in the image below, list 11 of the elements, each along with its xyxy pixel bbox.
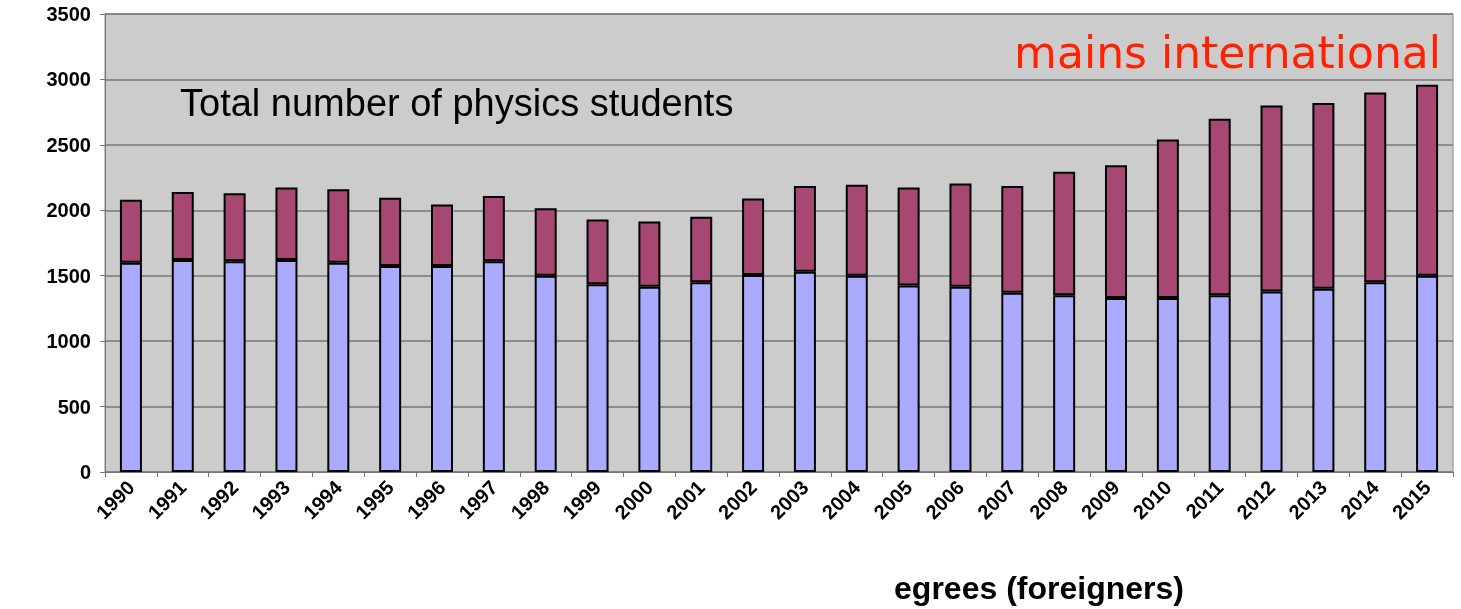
y-tick-label: 1500 — [46, 264, 91, 287]
y-tick-label: 2500 — [46, 133, 91, 156]
x-axis-title: egrees (foreigners) — [894, 570, 1184, 606]
y-tick-label: 3500 — [46, 3, 91, 25]
y-tick-label: 2000 — [46, 199, 91, 222]
y-tick-label: 1000 — [46, 330, 91, 353]
y-tick-label: 500 — [57, 395, 91, 418]
text: Total number of physics students — [180, 82, 734, 124]
y-tick-label: 3000 — [46, 68, 91, 91]
y-tick-label: 0 — [79, 461, 91, 483]
annotation: mains international — [1014, 26, 1442, 78]
